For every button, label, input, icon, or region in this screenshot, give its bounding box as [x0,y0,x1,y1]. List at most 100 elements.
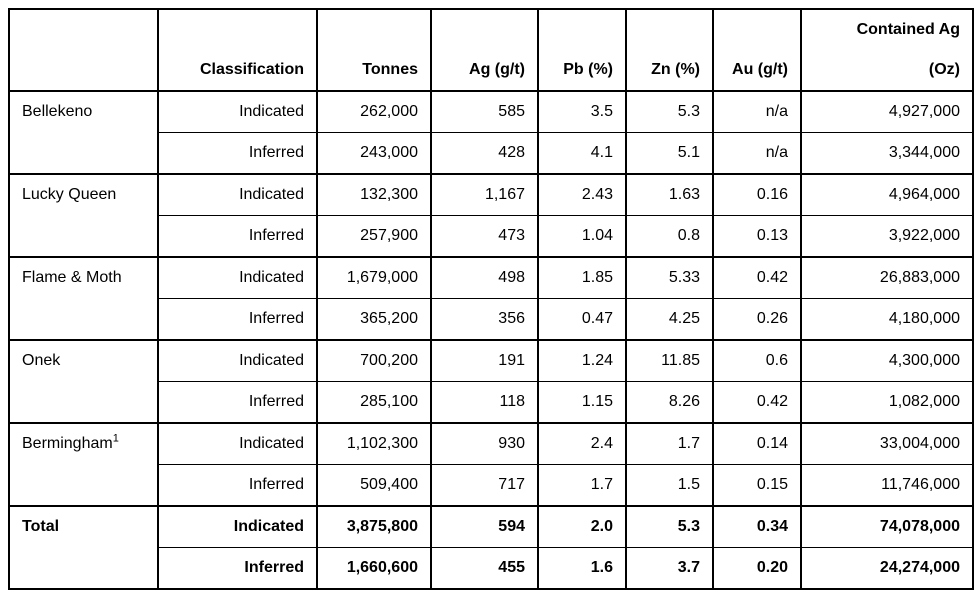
cell-tonnes: 243,000 [316,132,432,175]
cell-ag-grade: 930 [430,422,539,465]
deposit-name-bellekeno: Bellekeno [8,90,159,175]
table-row-flame-moth-inferred: Inferred 365,200 356 0.47 4.25 0.26 4,18… [9,298,974,341]
cell-pb-grade: 1.24 [537,339,627,382]
cell-ag-grade: 356 [430,298,539,341]
cell-classification: Inferred [157,132,318,175]
cell-zn-grade: 5.33 [625,256,714,299]
cell-ag-grade: 191 [430,339,539,382]
deposit-name-text: Bermingham [22,435,113,452]
cell-au-grade: 0.26 [712,298,802,341]
cell-contained-ag: 24,274,000 [800,547,974,590]
cell-tonnes: 257,900 [316,215,432,258]
cell-contained-ag: 3,344,000 [800,132,974,175]
header-row: Classification Tonnes Ag (g/t) Pb (%) Zn… [8,8,974,92]
cell-ag-grade: 594 [430,505,539,548]
cell-contained-ag: 74,078,000 [800,505,974,548]
cell-classification: Indicated [157,339,318,382]
cell-tonnes: 1,660,600 [316,547,432,590]
table-row-lucky-queen-indicated: Lucky Queen Indicated 132,300 1,167 2.43… [8,173,974,258]
cell-classification: Indicated [157,505,318,548]
cell-contained-ag: 4,180,000 [800,298,974,341]
header-contained-ag-line1: Contained Ag [856,21,960,38]
deposit-name-lucky-queen: Lucky Queen [8,173,159,258]
cell-pb-grade: 1.04 [537,215,627,258]
cell-tonnes: 132,300 [316,173,432,216]
cell-classification: Indicated [157,173,318,216]
cell-zn-grade: 3.7 [625,547,714,590]
table-row-bermingham-inferred: Inferred 509,400 717 1.7 1.5 0.15 11,746… [9,464,974,507]
cell-pb-grade: 1.7 [537,464,627,507]
cell-au-grade: 0.34 [712,505,802,548]
header-contained-ag-line2: (Oz) [928,61,960,78]
header-contained-ag: Contained Ag (Oz) [800,8,974,92]
cell-tonnes: 1,102,300 [316,422,432,465]
header-pb-grade: Pb (%) [537,8,627,92]
cell-contained-ag: 1,082,000 [800,381,974,424]
table-row-total-indicated: Total Indicated 3,875,800 594 2.0 5.3 0.… [8,505,974,590]
table-row-lucky-queen-inferred: Inferred 257,900 473 1.04 0.8 0.13 3,922… [9,215,974,258]
cell-zn-grade: 8.26 [625,381,714,424]
table-row-bellekeno-indicated: Bellekeno Indicated 262,000 585 3.5 5.3 … [8,90,974,175]
table-row-bellekeno-inferred: Inferred 243,000 428 4.1 5.1 n/a 3,344,0… [9,132,974,175]
cell-classification: Inferred [157,464,318,507]
cell-pb-grade: 2.43 [537,173,627,216]
cell-ag-grade: 455 [430,547,539,590]
deposit-name-bermingham: Bermingham1 [8,422,159,507]
cell-tonnes: 262,000 [316,90,432,133]
cell-ag-grade: 428 [430,132,539,175]
cell-au-grade: n/a [712,132,802,175]
cell-zn-grade: 11.85 [625,339,714,382]
mineral-resource-table: Classification Tonnes Ag (g/t) Pb (%) Zn… [8,8,974,590]
cell-pb-grade: 1.15 [537,381,627,424]
cell-tonnes: 700,200 [316,339,432,382]
deposit-name-total: Total [8,505,159,590]
cell-pb-grade: 0.47 [537,298,627,341]
cell-classification: Inferred [157,215,318,258]
cell-ag-grade: 1,167 [430,173,539,216]
cell-tonnes: 1,679,000 [316,256,432,299]
header-zn-grade: Zn (%) [625,8,714,92]
cell-classification: Inferred [157,381,318,424]
cell-pb-grade: 2.4 [537,422,627,465]
cell-zn-grade: 5.3 [625,90,714,133]
table-row-bermingham-indicated: Bermingham1 Indicated 1,102,300 930 2.4 … [8,422,974,507]
cell-pb-grade: 4.1 [537,132,627,175]
cell-zn-grade: 5.1 [625,132,714,175]
cell-classification: Inferred [157,547,318,590]
cell-au-grade: 0.14 [712,422,802,465]
header-au-grade: Au (g/t) [712,8,802,92]
cell-zn-grade: 4.25 [625,298,714,341]
cell-pb-grade: 3.5 [537,90,627,133]
cell-zn-grade: 5.3 [625,505,714,548]
cell-tonnes: 285,100 [316,381,432,424]
footnote-marker: 1 [112,432,119,445]
cell-classification: Inferred [157,298,318,341]
cell-contained-ag: 33,004,000 [800,422,974,465]
deposit-name-flame-moth: Flame & Moth [8,256,159,341]
cell-contained-ag: 26,883,000 [800,256,974,299]
cell-classification: Indicated [157,90,318,133]
table-row-onek-inferred: Inferred 285,100 118 1.15 8.26 0.42 1,08… [9,381,974,424]
header-deposit [8,8,159,92]
cell-au-grade: 0.42 [712,256,802,299]
header-ag-grade: Ag (g/t) [430,8,539,92]
cell-contained-ag: 4,964,000 [800,173,974,216]
cell-ag-grade: 473 [430,215,539,258]
table-row-onek-indicated: Onek Indicated 700,200 191 1.24 11.85 0.… [8,339,974,424]
cell-classification: Indicated [157,422,318,465]
cell-zn-grade: 1.5 [625,464,714,507]
cell-ag-grade: 585 [430,90,539,133]
cell-contained-ag: 11,746,000 [800,464,974,507]
cell-pb-grade: 1.85 [537,256,627,299]
cell-zn-grade: 0.8 [625,215,714,258]
cell-ag-grade: 498 [430,256,539,299]
cell-au-grade: 0.16 [712,173,802,216]
cell-au-grade: n/a [712,90,802,133]
cell-au-grade: 0.20 [712,547,802,590]
cell-contained-ag: 4,927,000 [800,90,974,133]
header-classification: Classification [157,8,318,92]
table-row-flame-moth-indicated: Flame & Moth Indicated 1,679,000 498 1.8… [8,256,974,341]
cell-tonnes: 509,400 [316,464,432,507]
cell-tonnes: 3,875,800 [316,505,432,548]
